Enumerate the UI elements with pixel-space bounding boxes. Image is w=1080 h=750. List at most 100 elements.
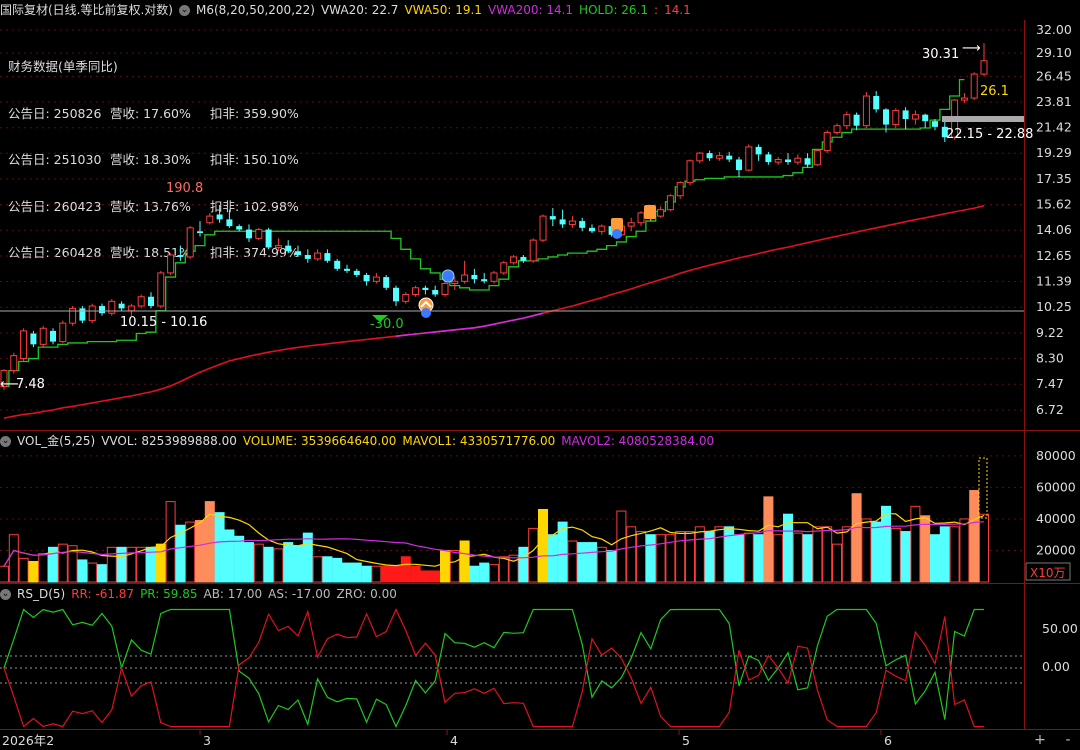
candle-body: [177, 255, 184, 257]
candle-body: [666, 195, 674, 211]
price-tick-label: 12.65: [1036, 248, 1072, 263]
price-tick-label: 26.45: [1036, 68, 1072, 83]
volume-bar: [547, 534, 558, 583]
volume-tick-label: 60000: [1036, 479, 1076, 494]
candle-body: [500, 262, 508, 274]
range-bar: [942, 116, 1024, 122]
candle-body: [197, 231, 203, 234]
candle-body: [39, 327, 47, 345]
volume-unit: X10万: [1030, 566, 1066, 580]
zoom-in-button[interactable]: +: [1034, 732, 1046, 748]
candle-body: [627, 222, 635, 227]
candle-body: [911, 114, 919, 120]
event-marker-icon[interactable]: [421, 308, 431, 318]
hold-line: [4, 78, 965, 388]
price-tick-label: 17.35: [1036, 171, 1072, 186]
finance-title: 财务数据(单季同比): [8, 59, 118, 74]
volume-bar: [28, 561, 39, 583]
volume-bar: [939, 526, 950, 583]
range-label: 22.15 - 22.88: [946, 127, 1033, 142]
volume-bar: [155, 543, 166, 583]
volume-bar: [685, 531, 695, 583]
candle-body: [862, 95, 870, 127]
candle-body: [226, 219, 233, 227]
volume-bar: [87, 562, 98, 583]
low-label: 7.48: [16, 377, 45, 392]
candle-body: [471, 274, 478, 280]
ma-label[interactable]: M6(8,20,50,200,22): [196, 3, 315, 17]
rs-indicator-name[interactable]: RS_D(5): [17, 587, 66, 601]
announce-date: 公告日: 251030: [8, 152, 102, 167]
rr-value: RR: -61.87: [71, 587, 135, 601]
candle-body: [432, 290, 439, 295]
candle-body: [598, 225, 606, 232]
candle-body: [314, 252, 322, 260]
volume-bar: [214, 512, 225, 583]
candle-body: [88, 305, 96, 322]
candle-body: [765, 154, 772, 163]
volume-bar: [508, 554, 519, 583]
volume-bar: [381, 565, 392, 583]
candle-body: [402, 293, 410, 302]
settings-circle-icon[interactable]: ⌄: [179, 4, 190, 16]
volume-bar: [518, 546, 529, 583]
rs-settings-icon[interactable]: ⌄: [0, 588, 11, 600]
candle-body: [451, 280, 459, 284]
candle-body: [559, 219, 566, 225]
volume-settings-icon[interactable]: ⌄: [0, 435, 11, 447]
volume-bar: [528, 527, 539, 583]
volume-bar: [753, 534, 764, 583]
stock-title[interactable]: 国际复材(日线.等比前复权.对数): [0, 3, 173, 17]
down-marker-icon[interactable]: [372, 315, 388, 322]
volume-value: VOLUME: 3539664640.00: [242, 434, 397, 448]
mavol2-value: MAVOL2: 4080528384.00: [561, 434, 715, 448]
announce-date: 公告日: 250826: [8, 105, 102, 121]
peak-label: 30.31: [922, 47, 959, 62]
panel-divider: [0, 583, 1080, 584]
finance-report-icon[interactable]: [611, 218, 623, 232]
unit-box: [1025, 562, 1071, 581]
candle-body: [59, 322, 67, 343]
event-marker-icon[interactable]: [441, 269, 455, 283]
candle-body: [20, 330, 28, 360]
volume-bar: [812, 526, 823, 583]
candle-body: [412, 287, 420, 295]
volume-bar: [420, 570, 431, 583]
volume-bar: [195, 520, 205, 583]
volume-bar: [802, 534, 813, 583]
volume-bar: [253, 543, 264, 583]
candle-body: [568, 220, 576, 225]
price-tick-label: 14.06: [1036, 222, 1072, 237]
event-marker-icon[interactable]: [612, 229, 622, 239]
candle-body: [970, 73, 978, 99]
candle-body: [393, 287, 399, 302]
candle-body: [549, 216, 556, 220]
volume-bar: [773, 534, 784, 583]
candle-body: [490, 272, 498, 282]
candle-body: [520, 256, 527, 261]
volume-bar: [224, 529, 235, 583]
candle-body: [236, 226, 243, 230]
volume-bar: [665, 534, 676, 583]
volume-bar: [841, 526, 852, 583]
volume-bar: [890, 527, 901, 583]
volume-indicator-name[interactable]: VOL_金(5,25): [17, 434, 96, 448]
candle-body: [285, 245, 292, 252]
volume-bar: [67, 545, 78, 583]
candle-body: [344, 268, 350, 271]
volume-bar: [861, 518, 872, 583]
volume-bar: [361, 565, 372, 583]
candle-body: [804, 158, 811, 165]
zoom-out-button[interactable]: -: [1065, 732, 1071, 748]
volume-bar: [175, 524, 186, 583]
hold-value-label: 26.1: [980, 84, 1009, 99]
candle-body: [69, 307, 77, 324]
volume-bar: [165, 501, 176, 583]
pr-line: [3, 608, 984, 728]
volume-bar: [626, 526, 637, 583]
candle-body: [883, 109, 889, 125]
axis-divider: [1024, 20, 1025, 729]
finance-report-icon[interactable]: [644, 205, 656, 219]
vwa200-value: VWA200: 14.1: [487, 3, 574, 17]
